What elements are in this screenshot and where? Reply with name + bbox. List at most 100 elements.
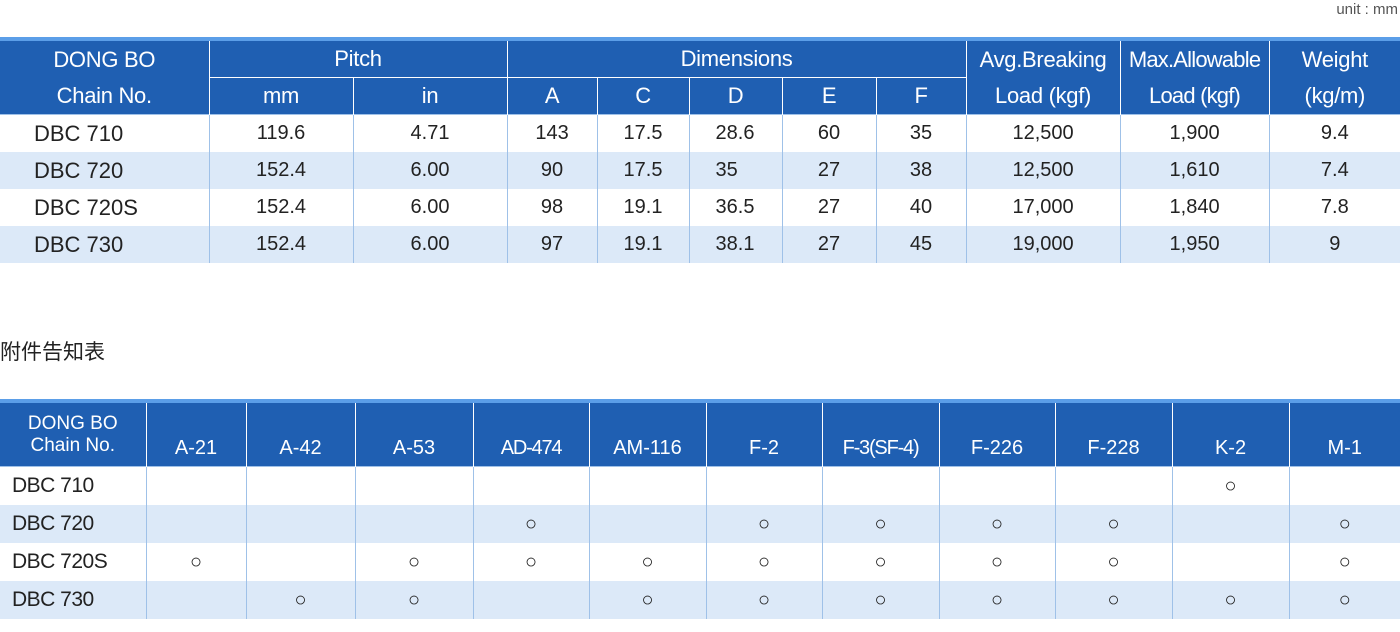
- attachment-cell: ○: [354, 543, 473, 581]
- header-attachment: F-2: [705, 401, 822, 467]
- pitch-in: 6.00: [352, 152, 508, 189]
- chain-spec-table: DONG BO Chain No. Pitch Dimensions Avg.B…: [0, 37, 1400, 263]
- attachment-cell: [145, 466, 246, 505]
- header-chain-no: DONG BO Chain No.: [0, 401, 146, 467]
- header-dim-f: F: [875, 77, 967, 115]
- table-row: DBC 720 ○ ○ ○ ○ ○ ○: [0, 505, 1400, 543]
- header-attachment: F-228: [1054, 401, 1172, 467]
- max-allowable-load: 1,900: [1119, 114, 1270, 152]
- dim-e: 27: [781, 189, 877, 226]
- table-row: DBC 730 152.4 6.00 97 19.1 38.1 27 45 19…: [0, 226, 1400, 263]
- attachment-cell: ○: [1288, 505, 1400, 543]
- attachment-cell: ○: [472, 543, 589, 581]
- header-dim-a: A: [506, 77, 598, 115]
- attachment-cell: ○: [1171, 581, 1289, 619]
- attachment-cell: [472, 581, 589, 619]
- attachment-section-title: 附件告知表: [0, 340, 105, 364]
- available-mark-icon: ○: [1107, 589, 1120, 611]
- attachment-cell: [1288, 466, 1400, 505]
- chain-name: DBC 730: [0, 226, 209, 263]
- available-mark-icon: ○: [1107, 551, 1120, 573]
- attachment-cell: [938, 466, 1055, 505]
- dim-d: 28.6: [688, 114, 783, 152]
- chain-name: DBC 710: [0, 466, 146, 505]
- available-mark-icon: ○: [1107, 513, 1120, 535]
- header-weight: Weight (kg/m): [1268, 39, 1400, 115]
- attachment-cell: ○: [705, 581, 822, 619]
- pitch-in: 6.00: [352, 226, 508, 263]
- available-mark-icon: ○: [407, 551, 421, 573]
- table-row: DBC 710 ○: [0, 466, 1400, 505]
- dim-c: 17.5: [596, 152, 690, 189]
- attachment-cell: ○: [705, 543, 822, 581]
- attachment-table: DONG BO Chain No. A-21 A-42 A-53 AD-474 …: [0, 399, 1400, 619]
- dim-f: 45: [875, 226, 967, 263]
- attachment-cell: [245, 505, 355, 543]
- dim-f: 35: [875, 114, 967, 152]
- attachment-cell: ○: [588, 581, 706, 619]
- available-mark-icon: ○: [874, 551, 887, 573]
- header-attachment: A-53: [354, 401, 473, 467]
- available-mark-icon: ○: [407, 589, 421, 611]
- pitch-in: 4.71: [352, 114, 508, 152]
- dim-a: 90: [506, 152, 598, 189]
- attachment-cell: [354, 466, 473, 505]
- chain-name: DBC 720S: [0, 189, 209, 226]
- available-mark-icon: ○: [294, 589, 307, 611]
- available-mark-icon: ○: [990, 589, 1004, 611]
- header-attachment: F-3(SF-4): [821, 401, 939, 467]
- attachment-cell: ○: [245, 581, 355, 619]
- max-allowable-load: 1,610: [1119, 152, 1270, 189]
- attachment-cell: ○: [938, 543, 1055, 581]
- attachment-cell: ○: [938, 505, 1055, 543]
- attachment-cell: [145, 505, 246, 543]
- chain-name: DBC 720: [0, 152, 209, 189]
- weight: 7.4: [1268, 152, 1400, 189]
- dim-d: 35: [688, 152, 783, 189]
- avg-breaking-load: 17,000: [965, 189, 1121, 226]
- attachment-cell: [588, 505, 706, 543]
- max-allowable-load: 1,950: [1119, 226, 1270, 263]
- weight: 9: [1268, 226, 1400, 263]
- attachment-cell: [245, 543, 355, 581]
- attachment-cell: ○: [1288, 581, 1400, 619]
- attachment-cell: ○: [821, 581, 939, 619]
- available-mark-icon: ○: [990, 513, 1004, 535]
- pitch-mm: 119.6: [208, 114, 353, 152]
- avg-breaking-load: 19,000: [965, 226, 1121, 263]
- avg-breaking-load: 12,500: [965, 114, 1121, 152]
- header-pitch-mm: mm: [208, 77, 353, 115]
- available-mark-icon: ○: [757, 551, 771, 573]
- table-row: DBC 720 152.4 6.00 90 17.5 35 27 38 12,5…: [0, 152, 1400, 189]
- chain-name: DBC 720: [0, 505, 146, 543]
- weight: 9.4: [1268, 114, 1400, 152]
- dim-f: 38: [875, 152, 967, 189]
- available-mark-icon: ○: [524, 513, 538, 535]
- dim-e: 60: [781, 114, 877, 152]
- header-dimensions: Dimensions: [506, 39, 967, 78]
- dim-e: 27: [781, 226, 877, 263]
- available-mark-icon: ○: [757, 513, 771, 535]
- header-attachment: AM-116: [588, 401, 706, 467]
- dim-f: 40: [875, 189, 967, 226]
- header-pitch-in: in: [352, 77, 508, 115]
- dim-c: 17.5: [596, 114, 690, 152]
- attachment-cell: ○: [1054, 505, 1172, 543]
- table-row: DBC 730 ○ ○ ○ ○ ○ ○ ○ ○ ○: [0, 581, 1400, 619]
- unit-label: unit : mm: [1336, 1, 1398, 18]
- attachment-cell: ○: [1288, 543, 1400, 581]
- attachment-cell: [1171, 543, 1289, 581]
- header-chain-no: DONG BO Chain No.: [0, 39, 209, 115]
- available-mark-icon: ○: [189, 551, 203, 573]
- pitch-mm: 152.4: [208, 226, 353, 263]
- header-pitch: Pitch: [208, 39, 508, 78]
- available-mark-icon: ○: [874, 589, 887, 611]
- attachment-cell: ○: [705, 505, 822, 543]
- dim-a: 143: [506, 114, 598, 152]
- weight: 7.8: [1268, 189, 1400, 226]
- attachment-cell: [472, 466, 589, 505]
- max-allowable-load: 1,840: [1119, 189, 1270, 226]
- available-mark-icon: ○: [757, 589, 771, 611]
- attachment-cell: [145, 581, 246, 619]
- header-attachment: M-1: [1288, 401, 1400, 467]
